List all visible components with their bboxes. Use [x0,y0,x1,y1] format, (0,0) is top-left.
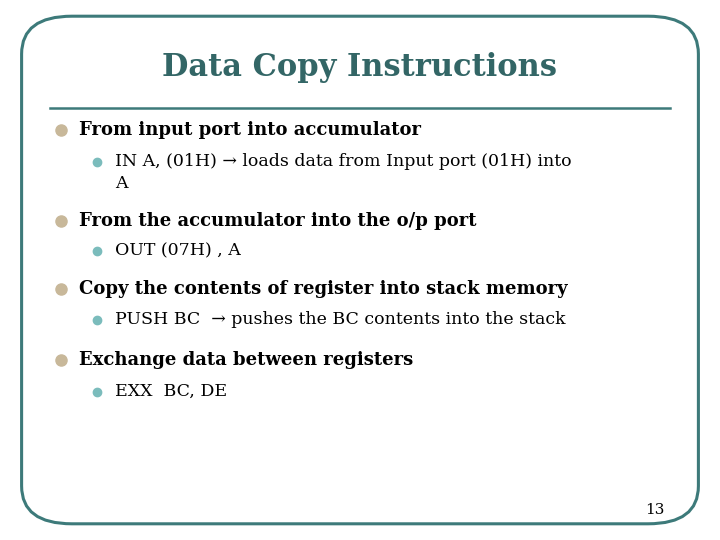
Text: From the accumulator into the o/p port: From the accumulator into the o/p port [79,212,477,231]
Text: From input port into accumulator: From input port into accumulator [79,120,421,139]
Text: Copy the contents of register into stack memory: Copy the contents of register into stack… [79,280,568,298]
Text: EXX  BC, DE: EXX BC, DE [115,383,228,400]
Text: A: A [115,175,127,192]
Text: Exchange data between registers: Exchange data between registers [79,351,413,369]
Text: 13: 13 [646,503,665,517]
Text: OUT (07H) , A: OUT (07H) , A [115,242,241,260]
Text: IN A, (01H) → loads data from Input port (01H) into: IN A, (01H) → loads data from Input port… [115,153,572,171]
Text: Data Copy Instructions: Data Copy Instructions [163,52,557,83]
FancyBboxPatch shape [22,16,698,524]
Text: PUSH BC  → pushes the BC contents into the stack: PUSH BC → pushes the BC contents into th… [115,311,566,328]
